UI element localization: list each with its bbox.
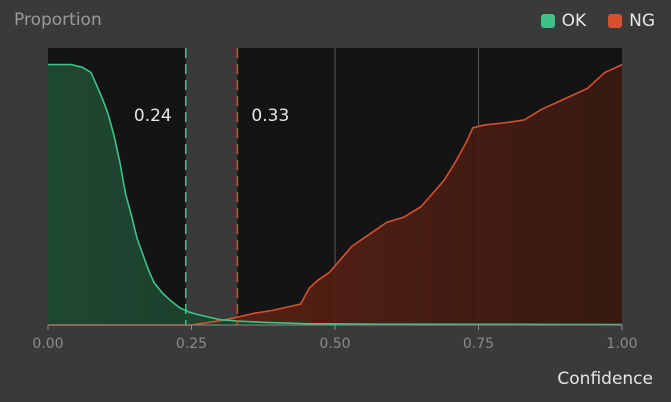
x-axis-label: Confidence	[557, 369, 653, 389]
legend-item-ng[interactable]: NG	[608, 11, 655, 31]
x-tick-label: 0.00	[32, 336, 63, 352]
ng-area	[48, 64, 622, 325]
x-tick-label: 0.50	[319, 336, 350, 352]
threshold-band	[185, 48, 238, 325]
x-tick-label: 0.25	[176, 336, 207, 352]
x-axis-ticks: 0.00 0.25 0.50 0.75 1.00	[32, 325, 638, 352]
legend-item-ok[interactable]: OK	[540, 11, 587, 31]
ok-series-line	[48, 63, 623, 326]
legend-label-ok: OK	[561, 11, 587, 31]
threshold-label-ok: 0.24	[134, 106, 172, 126]
legend: OK NG	[540, 11, 655, 31]
threshold-label-ng: 0.33	[251, 106, 289, 126]
ng-series-line	[48, 63, 623, 326]
x-tick-label: 1.00	[606, 336, 637, 352]
legend-swatch-ok	[540, 14, 555, 28]
x-tick-label: 0.75	[463, 336, 494, 352]
legend-label-ng: NG	[629, 11, 655, 31]
legend-swatch-ng	[608, 14, 623, 28]
ok-area	[48, 64, 622, 325]
y-axis-label: Proportion	[14, 10, 102, 30]
